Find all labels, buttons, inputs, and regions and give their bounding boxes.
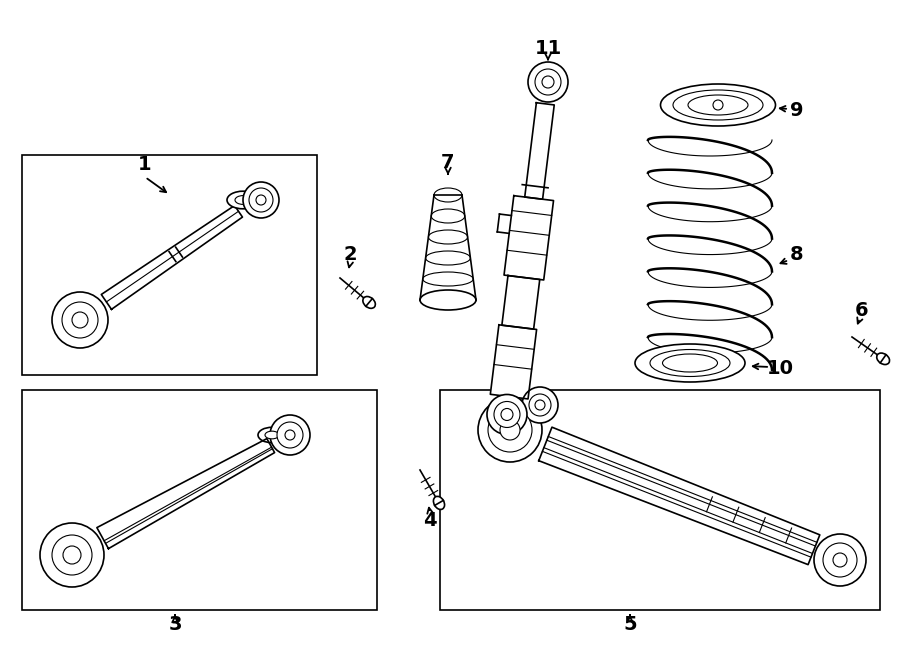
Circle shape bbox=[528, 62, 568, 102]
Circle shape bbox=[72, 312, 88, 328]
Circle shape bbox=[487, 395, 527, 434]
Circle shape bbox=[256, 195, 266, 205]
Circle shape bbox=[243, 182, 279, 218]
Ellipse shape bbox=[635, 344, 745, 382]
Circle shape bbox=[833, 553, 847, 567]
Circle shape bbox=[542, 76, 554, 88]
Circle shape bbox=[52, 292, 108, 348]
Ellipse shape bbox=[431, 209, 464, 223]
Ellipse shape bbox=[420, 290, 476, 310]
Ellipse shape bbox=[650, 350, 730, 377]
Circle shape bbox=[713, 100, 723, 110]
Ellipse shape bbox=[423, 272, 473, 286]
Text: 8: 8 bbox=[790, 245, 804, 264]
Text: 3: 3 bbox=[168, 615, 182, 635]
Circle shape bbox=[62, 302, 98, 338]
Text: 7: 7 bbox=[441, 153, 454, 173]
Text: 11: 11 bbox=[535, 38, 562, 58]
Ellipse shape bbox=[434, 188, 462, 202]
Bar bbox=[440, 390, 880, 610]
Text: 2: 2 bbox=[343, 245, 356, 264]
Circle shape bbox=[522, 387, 558, 423]
Ellipse shape bbox=[426, 251, 471, 265]
Circle shape bbox=[814, 534, 866, 586]
Ellipse shape bbox=[420, 293, 476, 307]
Circle shape bbox=[63, 546, 81, 564]
Circle shape bbox=[277, 422, 303, 448]
Circle shape bbox=[478, 398, 542, 462]
Ellipse shape bbox=[662, 354, 717, 372]
Ellipse shape bbox=[235, 196, 251, 204]
Circle shape bbox=[501, 408, 513, 420]
Circle shape bbox=[529, 394, 551, 416]
Bar bbox=[22, 390, 377, 610]
Polygon shape bbox=[491, 325, 536, 399]
Circle shape bbox=[40, 523, 104, 587]
Polygon shape bbox=[539, 427, 820, 564]
Ellipse shape bbox=[363, 297, 375, 308]
Circle shape bbox=[270, 415, 310, 455]
Ellipse shape bbox=[673, 90, 763, 120]
Ellipse shape bbox=[877, 353, 889, 364]
Ellipse shape bbox=[688, 95, 748, 115]
Bar bbox=[22, 155, 317, 375]
Circle shape bbox=[488, 408, 532, 452]
Polygon shape bbox=[97, 439, 274, 549]
Polygon shape bbox=[504, 196, 554, 280]
Ellipse shape bbox=[661, 84, 776, 126]
Circle shape bbox=[52, 535, 92, 575]
Ellipse shape bbox=[434, 496, 445, 510]
Ellipse shape bbox=[258, 427, 286, 443]
Circle shape bbox=[535, 69, 561, 95]
Circle shape bbox=[494, 401, 520, 428]
Circle shape bbox=[535, 400, 545, 410]
Text: 9: 9 bbox=[790, 100, 804, 120]
Polygon shape bbox=[102, 206, 242, 309]
Text: 10: 10 bbox=[767, 358, 794, 377]
Ellipse shape bbox=[428, 230, 468, 244]
Text: 1: 1 bbox=[139, 155, 152, 175]
Circle shape bbox=[249, 188, 273, 212]
Circle shape bbox=[285, 430, 295, 440]
Circle shape bbox=[500, 420, 520, 440]
Ellipse shape bbox=[265, 431, 279, 439]
Ellipse shape bbox=[227, 191, 259, 209]
Polygon shape bbox=[502, 276, 540, 329]
Circle shape bbox=[823, 543, 857, 577]
Text: 5: 5 bbox=[623, 615, 637, 635]
Polygon shape bbox=[525, 102, 554, 199]
Text: 4: 4 bbox=[423, 510, 436, 529]
Text: 6: 6 bbox=[855, 301, 868, 319]
